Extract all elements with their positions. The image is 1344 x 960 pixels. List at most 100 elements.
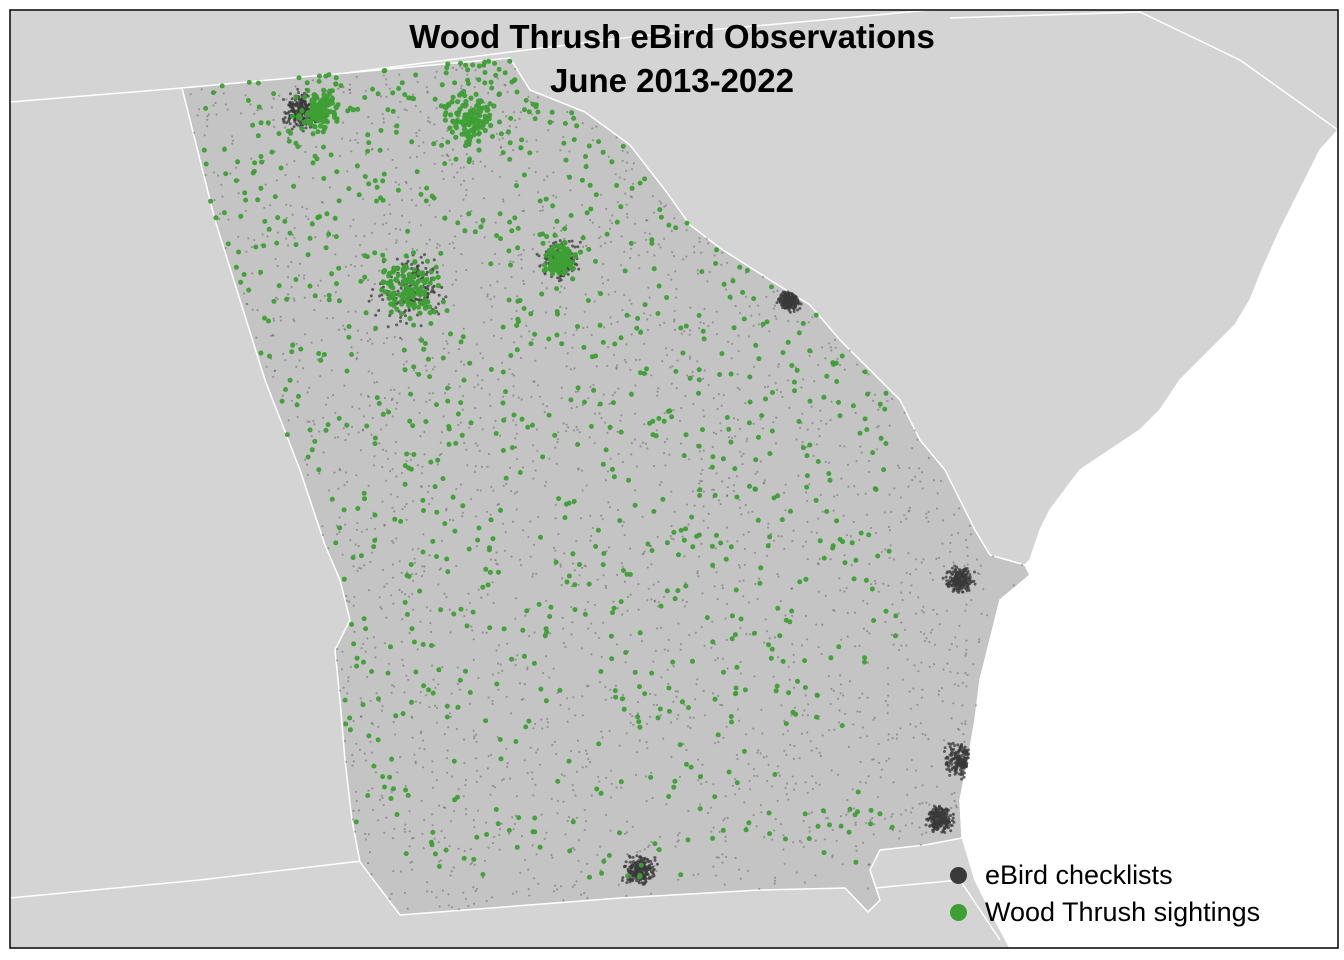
checklist-point	[404, 505, 407, 508]
checklist-point	[401, 618, 404, 621]
sighting-point	[744, 267, 750, 273]
sighting-point	[552, 432, 558, 438]
checklist-point	[310, 341, 313, 344]
sighting-point	[637, 630, 643, 636]
checklist-point	[290, 399, 293, 402]
checklist-point	[831, 856, 834, 859]
sighting-point	[606, 853, 612, 858]
checklist-point	[206, 125, 209, 128]
checklist-point	[802, 845, 805, 849]
checklist-point	[768, 637, 771, 640]
checklist-point	[562, 641, 565, 645]
checklist-point	[423, 453, 426, 456]
sighting-point	[463, 668, 468, 674]
sighting-point	[586, 143, 592, 149]
sighting-point	[870, 450, 876, 456]
checklist-point	[449, 874, 452, 877]
checklist-point	[522, 529, 525, 532]
checklist-point	[721, 704, 724, 707]
checklist-point	[345, 594, 348, 598]
checklist-point	[953, 683, 957, 686]
checklist-point	[535, 428, 539, 431]
checklist-point	[854, 821, 857, 824]
checklist-point	[573, 245, 577, 249]
checklist-point	[571, 244, 575, 248]
checklist-point	[640, 640, 644, 643]
checklist-point	[774, 315, 777, 318]
checklist-point	[627, 870, 631, 874]
checklist-point	[620, 414, 623, 417]
checklist-point	[911, 806, 914, 810]
sighting-point	[372, 178, 378, 184]
checklist-point	[667, 273, 670, 276]
checklist-point	[489, 404, 492, 407]
sighting-point	[394, 812, 400, 817]
checklist-point	[831, 828, 834, 832]
checklist-point	[571, 346, 574, 349]
sighting-point	[350, 555, 356, 561]
sighting-point	[476, 525, 482, 531]
checklist-point	[272, 97, 275, 100]
checklist-point	[518, 682, 522, 685]
checklist-point	[756, 470, 759, 473]
checklist-point	[517, 396, 520, 399]
checklist-point	[578, 574, 581, 577]
checklist-point	[442, 806, 445, 809]
checklist-point	[796, 308, 800, 312]
checklist-point	[617, 509, 620, 512]
checklist-point	[418, 747, 421, 750]
checklist-point	[367, 789, 370, 792]
checklist-point	[759, 804, 763, 807]
sighting-point	[304, 80, 310, 86]
checklist-point	[532, 380, 535, 383]
sighting-point	[644, 366, 649, 372]
checklist-point	[416, 648, 419, 651]
checklist-point	[338, 154, 341, 157]
checklist-point	[908, 506, 912, 509]
checklist-point	[399, 315, 403, 319]
checklist-point	[617, 387, 620, 390]
checklist-point	[352, 720, 355, 723]
sighting-point	[571, 137, 577, 143]
checklist-point	[616, 573, 619, 577]
checklist-point	[378, 294, 382, 298]
checklist-point	[701, 592, 704, 595]
checklist-point	[786, 379, 790, 382]
checklist-point	[426, 91, 429, 94]
checklist-point	[480, 286, 483, 289]
checklist-point	[748, 779, 751, 783]
sighting-point	[527, 150, 533, 156]
checklist-point	[415, 572, 418, 576]
checklist-point	[922, 558, 925, 561]
checklist-point	[512, 374, 516, 377]
checklist-point	[616, 430, 619, 433]
checklist-point	[852, 723, 855, 726]
sighting-point	[241, 272, 247, 277]
checklist-point	[464, 807, 468, 811]
checklist-point	[736, 708, 740, 711]
checklist-point	[390, 892, 393, 896]
checklist-point	[545, 405, 548, 408]
checklist-point	[771, 838, 774, 841]
checklist-point	[321, 525, 324, 528]
checklist-point	[404, 784, 407, 787]
checklist-point	[653, 465, 656, 468]
checklist-point	[470, 625, 473, 628]
checklist-point	[360, 715, 363, 718]
checklist-point	[514, 664, 517, 667]
checklist-point	[601, 282, 605, 285]
checklist-point	[572, 789, 575, 792]
sighting-point	[833, 360, 839, 366]
checklist-point	[552, 194, 555, 197]
checklist-point	[643, 874, 647, 877]
checklist-point	[950, 643, 953, 646]
checklist-point	[464, 784, 467, 787]
checklist-point	[589, 218, 592, 222]
checklist-point	[723, 817, 726, 820]
sighting-point	[364, 423, 370, 429]
checklist-point	[870, 526, 873, 530]
checklist-point	[556, 691, 559, 695]
checklist-point	[497, 671, 500, 675]
checklist-point	[560, 229, 563, 232]
sighting-point	[497, 737, 503, 742]
